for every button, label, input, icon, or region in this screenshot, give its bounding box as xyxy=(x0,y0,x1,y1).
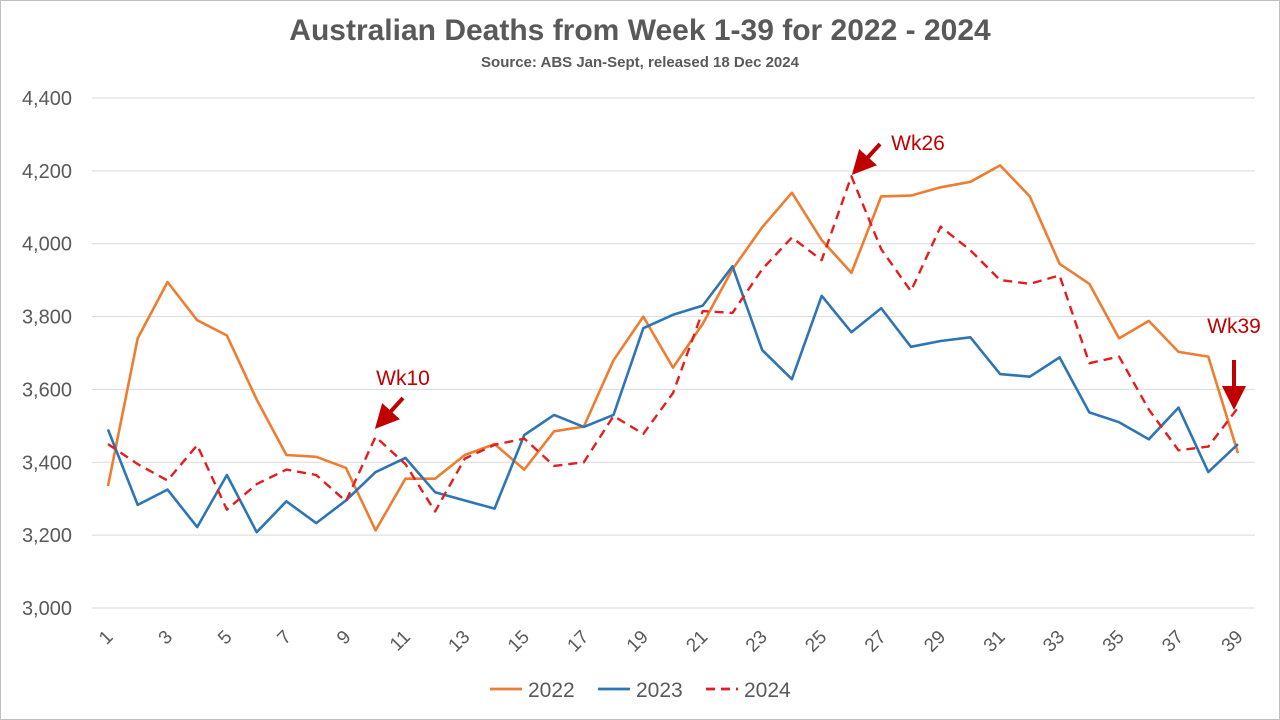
y-tick-label: 3,800 xyxy=(22,307,72,329)
series-line-2023 xyxy=(106,264,1239,534)
y-tick-label: 3,000 xyxy=(22,598,72,620)
chart-title: Australian Deaths from Week 1-39 for 202… xyxy=(289,14,991,47)
series-line-2024 xyxy=(107,175,1239,513)
x-tick-label: 21 xyxy=(682,627,712,657)
y-tick-label: 4,400 xyxy=(22,88,72,110)
y-tick-label: 4,200 xyxy=(22,161,72,183)
y-tick-label: 3,200 xyxy=(22,525,72,547)
gridlines xyxy=(92,97,1255,609)
x-tick-label: 9 xyxy=(333,627,355,649)
x-tick-label: 15 xyxy=(504,627,534,657)
series-lines xyxy=(106,164,1240,534)
x-tick-label: 27 xyxy=(861,627,891,657)
x-tick-label: 29 xyxy=(920,627,950,657)
x-tick-label: 39 xyxy=(1218,627,1248,657)
x-tick-label: 5 xyxy=(214,627,236,649)
x-tick-label: 1 xyxy=(95,627,117,649)
x-tick-label: 13 xyxy=(445,627,475,657)
series-line-2022 xyxy=(106,164,1240,532)
annotation-arrow xyxy=(374,396,405,429)
x-axis-ticks: 1 3 5 7 9 11 13 15 17 19 21 23 25 27 29 31 33 35 37 39 xyxy=(95,627,1247,657)
annotation-label: Wk26 xyxy=(891,132,945,155)
chart-subtitle: Source: ABS Jan-Sept, released 18 Dec 20… xyxy=(481,54,799,71)
y-tick-label: 3,600 xyxy=(22,379,72,401)
y-tick-label: 3,400 xyxy=(22,452,72,474)
annotations: Wk10 Wk26 Wk39 xyxy=(374,132,1261,429)
annotation-label: Wk39 xyxy=(1207,315,1261,338)
y-tick-label: 4,000 xyxy=(22,234,72,256)
x-tick-label: 3 xyxy=(155,627,177,649)
annotation-label: Wk10 xyxy=(376,367,430,390)
x-tick-label: 17 xyxy=(564,627,594,657)
legend-label: 2024 xyxy=(744,679,791,702)
legend-label: 2023 xyxy=(636,679,683,702)
x-tick-label: 11 xyxy=(386,627,415,656)
x-tick-label: 35 xyxy=(1099,627,1129,657)
x-tick-label: 23 xyxy=(742,627,772,657)
x-tick-label: 33 xyxy=(1039,627,1069,657)
legend: 2022 2023 2024 xyxy=(490,679,791,702)
y-axis-ticks: 3,000 3,200 3,400 3,600 3,800 4,000 4,200 4,400 xyxy=(22,88,72,620)
x-tick-label: 25 xyxy=(801,627,831,657)
annotation-arrow xyxy=(851,142,882,175)
x-tick-label: 37 xyxy=(1158,627,1188,657)
x-tick-label: 19 xyxy=(623,627,653,657)
legend-label: 2022 xyxy=(528,679,575,702)
x-tick-label: 31 xyxy=(980,627,1010,657)
x-tick-label: 7 xyxy=(274,627,296,649)
